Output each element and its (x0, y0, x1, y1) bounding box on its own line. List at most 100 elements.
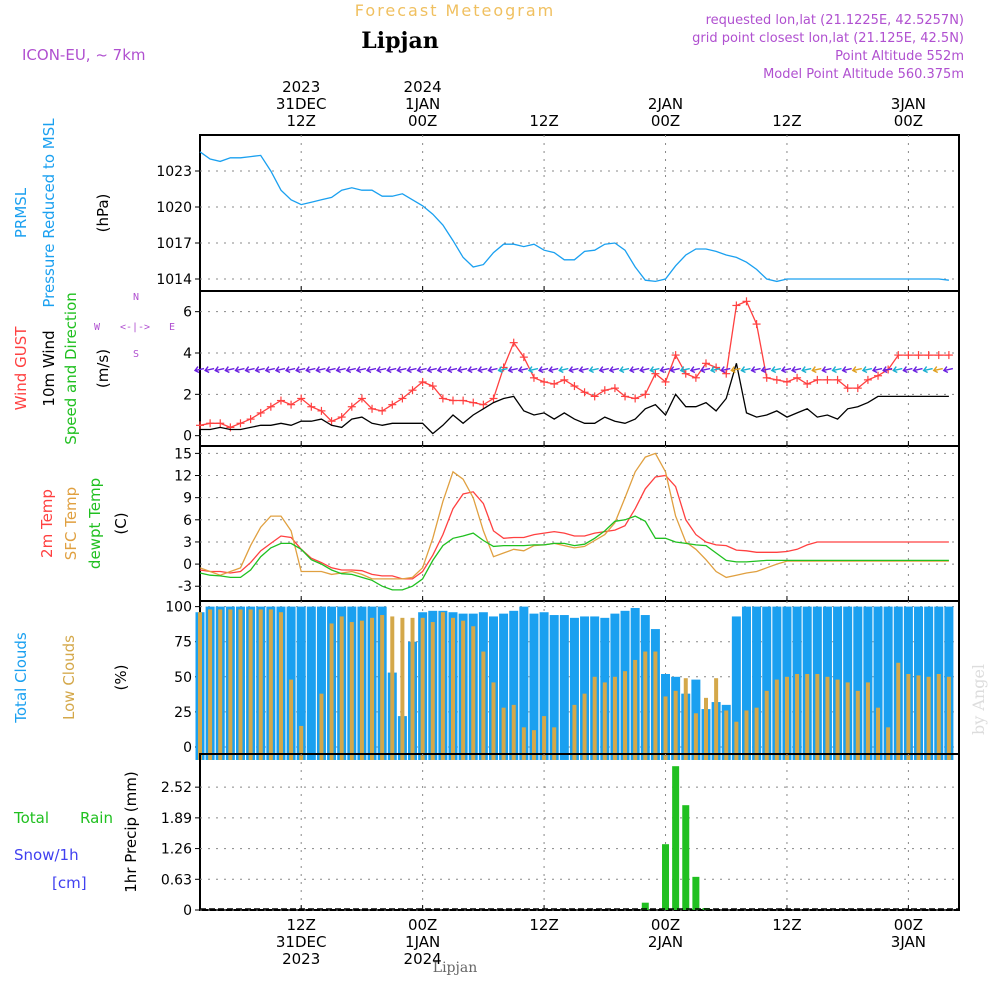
precip-bar (662, 844, 670, 910)
low-cloud-bar (339, 616, 344, 760)
wind-dir-arrow (416, 366, 427, 374)
gust-marker (742, 297, 751, 306)
gust-marker (438, 394, 447, 403)
low-cloud-bar (440, 612, 445, 760)
wind-dir-shaft (498, 367, 508, 372)
wind-dir-shaft (387, 367, 397, 372)
low-cloud-bar (926, 676, 931, 760)
top-axis-label: 12Z (529, 112, 558, 130)
y-tick-label: 1014 (156, 272, 192, 288)
low-cloud-bar (258, 609, 263, 760)
y-tick-label: 15 (174, 446, 192, 462)
low-cloud-bar (481, 651, 486, 760)
wind-dir-arrow (710, 366, 721, 374)
wind-dir-head (821, 366, 827, 374)
wind-dir-head (598, 366, 605, 374)
panel-clouds: 0 25 50 75 100 (165, 600, 960, 760)
gust-marker (489, 394, 498, 403)
wind-dir-arrow (730, 366, 741, 374)
wind-dir-shaft (508, 367, 518, 372)
gust-marker (246, 415, 255, 424)
precip-label-snow: Snow/1h (14, 846, 79, 864)
gust-marker (236, 419, 245, 428)
gust-marker (428, 382, 437, 391)
wind-dir-shaft (407, 367, 417, 372)
wind-dir-head (224, 366, 230, 374)
wind-dir-head (426, 366, 433, 374)
y-tick-label: -3 (178, 579, 192, 595)
wind-dir-arrow (254, 366, 265, 374)
gust-marker (671, 351, 680, 360)
wind-dir-head (325, 366, 331, 374)
wind-dir-shaft (741, 367, 751, 372)
wind-dir-arrow (618, 366, 630, 374)
gust-marker (631, 394, 640, 403)
wind-dir-arrow (568, 366, 579, 374)
wind-dir-shaft (903, 367, 913, 372)
total-cloud-bar (873, 606, 883, 760)
wind-dir-shaft (842, 367, 852, 372)
gust-marker (570, 382, 579, 391)
wind-dir-shaft (832, 367, 842, 372)
bottom-axis-label: 31DEC (276, 933, 327, 951)
y-tick-label: 1023 (156, 164, 192, 180)
wind-dir-shaft (609, 367, 620, 372)
gust-marker (752, 320, 761, 329)
wind-dir-head (629, 366, 635, 374)
low-cloud-bar (218, 609, 223, 760)
top-axis-label: 12Z (287, 112, 316, 130)
total-cloud-bar (509, 610, 519, 760)
y-tick-label: 0 (183, 429, 192, 445)
low-cloud-bar (784, 676, 789, 760)
wind-dir-head (861, 366, 868, 374)
wind-dir-shaft (812, 367, 822, 372)
wind-dir-arrow (740, 366, 751, 374)
y-tick-label: 50 (174, 670, 192, 686)
low-cloud-bar (602, 682, 607, 760)
wind-dir-head (760, 366, 767, 374)
wind-dir-arrow (882, 366, 893, 374)
wind-dir-arrow (193, 366, 205, 374)
wind-dir-shaft (245, 367, 255, 372)
bottom-axis-label: 2023 (282, 950, 320, 968)
low-cloud-bar (329, 623, 334, 760)
wind-dir-shaft (690, 367, 701, 372)
gust-marker (590, 392, 599, 401)
wind-dir-shaft (883, 367, 893, 372)
gust-marker (509, 338, 518, 347)
wind-dir-arrow (649, 366, 660, 374)
wind-dir-arrow (548, 366, 559, 374)
y-tick-label: 25 (174, 705, 192, 721)
wind-dir-arrow (305, 366, 316, 374)
gust-marker (863, 375, 872, 384)
wind-dir-arrow (487, 366, 498, 374)
station-name: Lipjan (361, 28, 438, 54)
wind-dir-head (801, 366, 807, 374)
wind-dir-shaft (700, 367, 711, 372)
wind-dir-head (902, 366, 908, 374)
panel-ylabel: PRMSL (12, 187, 30, 238)
requested-point: requested lon,lat (21.1225E, 42.5257N) (706, 13, 964, 28)
wind-dir-head (720, 366, 726, 374)
low-cloud-bar (501, 707, 506, 760)
wind-dir-shaft (923, 367, 933, 372)
low-cloud-bar (764, 690, 769, 760)
low-cloud-bar (491, 682, 496, 760)
bottom-axis-label: 12Z (772, 916, 801, 934)
y-tick-label: 100 (165, 600, 192, 616)
compass-glyph: <-|-> (120, 322, 150, 333)
gust-marker (398, 394, 407, 403)
y-tick-label: 1020 (156, 200, 192, 216)
low-cloud-bar (855, 690, 860, 760)
wind-dir-arrow (224, 366, 235, 374)
gust-marker (641, 390, 650, 399)
wind-dir-head (457, 366, 463, 374)
wind-dir-arrow (396, 366, 407, 374)
gust-marker (378, 406, 387, 415)
compass-legend: N <-|-> S W E (94, 292, 175, 360)
low-cloud-bar (542, 716, 547, 760)
gust-marker (206, 419, 215, 428)
wind-dir-arrow (932, 366, 943, 374)
wind-dir-shaft (366, 367, 377, 372)
low-cloud-bar (886, 727, 891, 760)
